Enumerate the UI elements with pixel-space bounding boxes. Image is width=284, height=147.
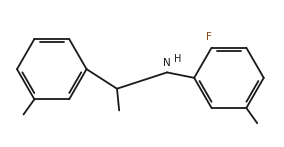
Text: N: N — [163, 58, 171, 68]
Text: H: H — [174, 54, 181, 64]
Text: F: F — [206, 32, 212, 42]
